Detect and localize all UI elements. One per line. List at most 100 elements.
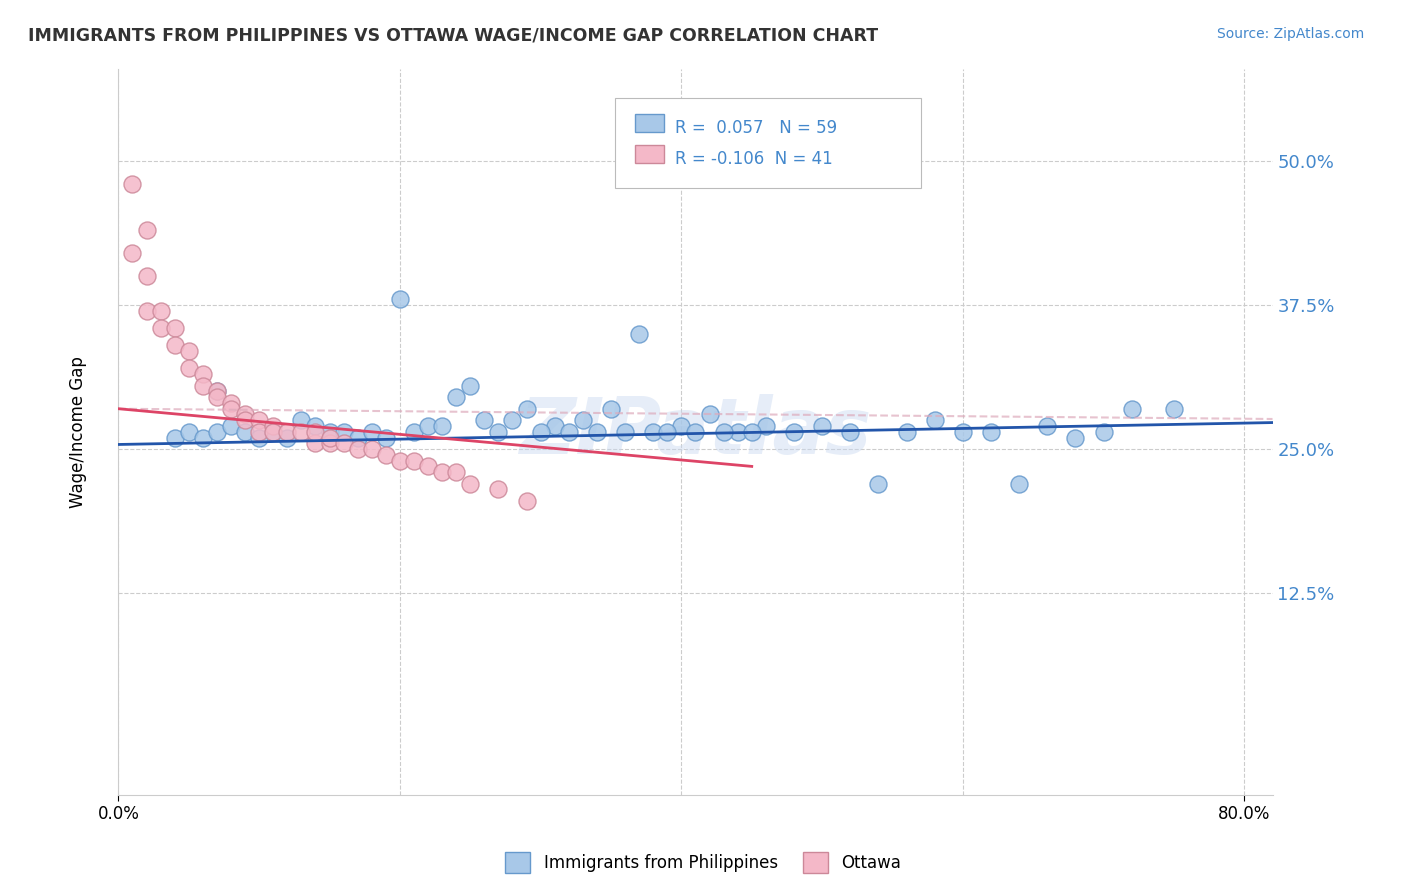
Point [121,177,143,191]
Point [247,425,270,439]
Point [121,246,143,260]
Point [1163,401,1185,416]
Point [1036,419,1059,434]
Point [572,413,595,427]
Point [135,223,157,237]
Point [360,442,382,456]
Point [416,459,439,474]
Point [205,384,228,399]
Text: Wage/Income Gap: Wage/Income Gap [69,356,87,508]
Point [318,431,340,445]
Point [262,425,284,439]
Point [430,465,453,479]
Point [501,413,523,427]
Point [304,436,326,450]
Point [811,419,834,434]
Point [177,344,200,359]
Point [374,448,396,462]
Point [839,425,862,439]
Point [374,431,396,445]
FancyBboxPatch shape [614,97,921,188]
Legend: Immigrants from Philippines, Ottawa: Immigrants from Philippines, Ottawa [499,846,907,880]
Point [755,419,778,434]
Point [135,303,157,318]
Point [233,425,256,439]
FancyBboxPatch shape [636,145,664,163]
Point [727,425,749,439]
Point [980,425,1002,439]
Point [1092,425,1115,439]
Point [430,419,453,434]
Point [163,321,186,335]
Point [486,483,509,497]
Point [614,425,637,439]
Point [346,442,368,456]
Point [628,326,651,341]
Point [205,390,228,404]
Point [1064,431,1087,445]
Text: R = -0.106  N = 41: R = -0.106 N = 41 [675,150,832,168]
Point [149,303,172,318]
Point [643,425,665,439]
Point [191,378,214,392]
Point [516,401,538,416]
Text: IMMIGRANTS FROM PHILIPPINES VS OTTAWA WAGE/INCOME GAP CORRELATION CHART: IMMIGRANTS FROM PHILIPPINES VS OTTAWA WA… [28,27,879,45]
Point [191,431,214,445]
Point [332,436,354,450]
Point [444,465,467,479]
Point [699,153,721,168]
Point [318,425,340,439]
Point [896,425,918,439]
Point [205,425,228,439]
Point [388,453,411,467]
Point [516,494,538,508]
Text: R =  0.057   N = 59: R = 0.057 N = 59 [675,119,837,136]
Point [1008,476,1031,491]
Point [276,425,298,439]
Point [388,292,411,306]
Point [219,396,242,410]
Point [247,413,270,427]
Point [318,436,340,450]
Point [346,431,368,445]
Point [163,338,186,352]
Point [600,401,623,416]
Text: Source: ZipAtlas.com: Source: ZipAtlas.com [1216,27,1364,41]
Point [1121,401,1143,416]
Point [177,361,200,376]
Point [233,408,256,422]
Point [219,419,242,434]
Point [444,390,467,404]
Point [332,425,354,439]
Point [262,425,284,439]
Point [783,425,806,439]
Point [304,425,326,439]
Point [219,401,242,416]
Point [486,425,509,439]
Point [233,413,256,427]
Point [952,425,974,439]
Point [191,367,214,381]
Point [276,431,298,445]
Point [163,431,186,445]
Point [699,408,721,422]
Point [544,419,567,434]
Point [868,476,890,491]
Point [290,425,312,439]
Point [290,413,312,427]
Point [685,425,707,439]
FancyBboxPatch shape [636,113,664,132]
Point [530,425,553,439]
Point [149,321,172,335]
Point [247,431,270,445]
Point [304,419,326,434]
Point [586,425,609,439]
Point [458,378,481,392]
Point [416,419,439,434]
Point [205,384,228,399]
Text: ZIPatlas: ZIPatlas [519,393,872,470]
Point [177,425,200,439]
Point [657,425,679,439]
Point [458,476,481,491]
Point [713,425,735,439]
